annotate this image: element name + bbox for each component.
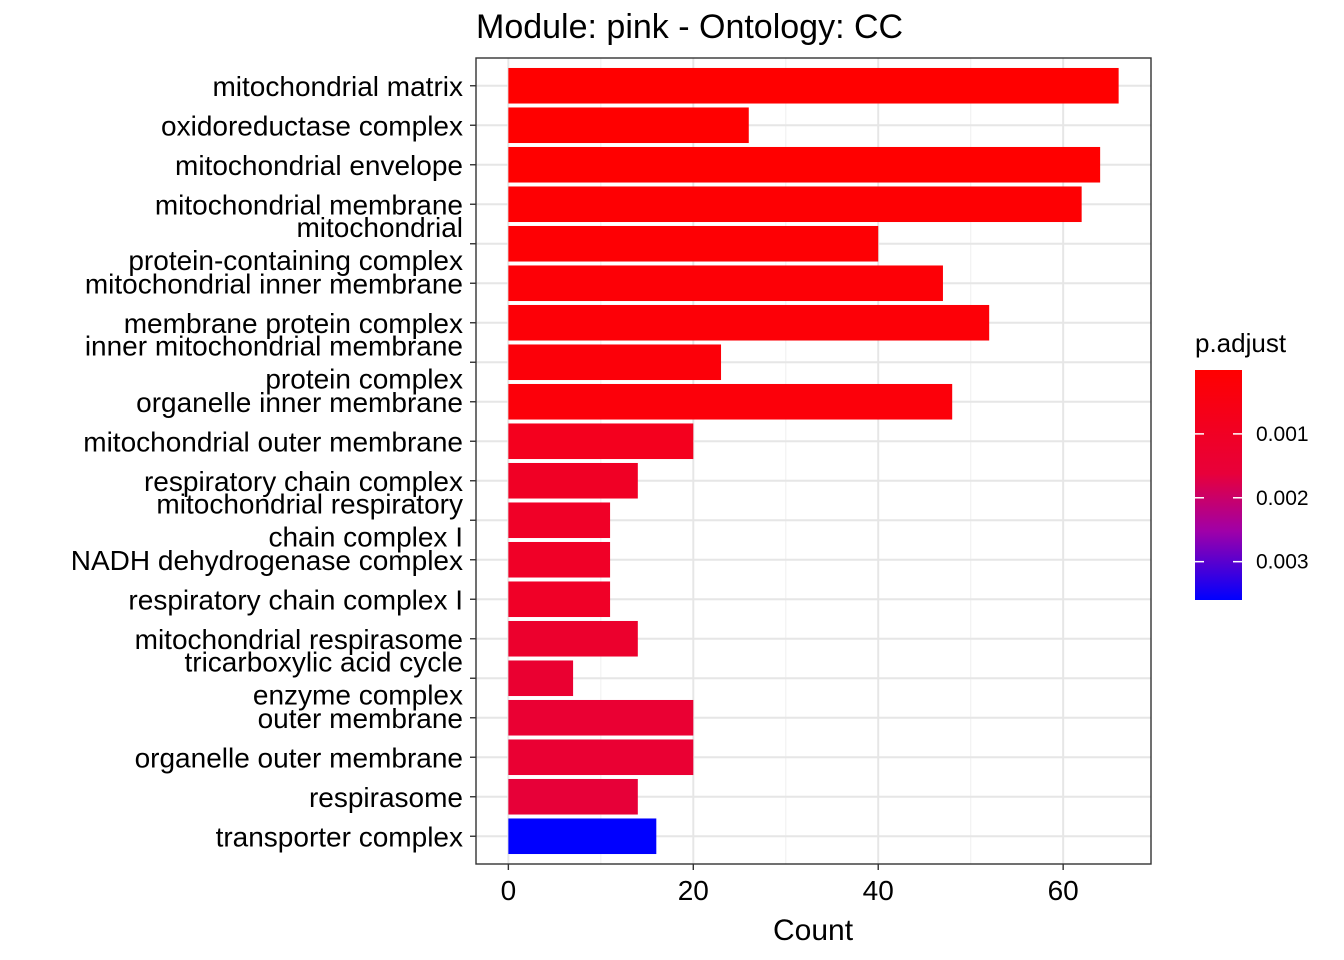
x-axis-title: Count [773,914,854,947]
bar [508,620,638,657]
category-label: mitochondrial respiratory chain complex I [156,488,463,552]
bar [508,225,879,262]
category-label-line: protein-containing complex [128,245,463,276]
bar [508,146,1101,183]
category-label: transporter complex [216,821,463,852]
bar [508,502,611,539]
bar [508,462,638,499]
category-label: mitochondrial protein-containing complex [128,212,463,276]
bar [508,344,722,381]
legend-tick-label: 0.001 [1256,423,1309,446]
category-label: mitochondrial outer membrane [83,426,463,457]
category-label: mitochondrial envelope [175,150,463,181]
category-label-line: inner mitochondrial membrane [85,330,463,361]
category-label-line: enzyme complex [253,679,463,710]
category-label: organelle outer membrane [135,742,463,773]
chart-title: Module: pink - Ontology: CC [476,8,903,46]
legend-tick-label: 0.002 [1256,487,1309,510]
legend-tick-label: 0.003 [1256,551,1309,574]
bar [508,581,611,618]
legend: p.adjust 0.001 0.002 0.003 [1195,328,1309,600]
x-tick-label: 40 [863,875,894,906]
bar [508,778,638,815]
category-label: respiratory chain complex [144,466,463,497]
x-axis-ticks: 0 20 40 60 [501,864,1079,906]
bar [508,107,749,144]
bar [508,739,694,776]
y-axis-labels: mitochondrial matrix oxidoreductase compl… [71,71,463,853]
bar [508,265,943,302]
bar [508,186,1082,223]
category-label-line: tricarboxylic acid cycle [184,646,463,677]
category-label: tricarboxylic acid cycle enzyme complex [184,646,463,710]
category-label: NADH dehydrogenase complex [71,545,463,576]
legend-ticks: 0.001 0.002 0.003 [1195,423,1309,574]
category-label: mitochondrial inner membrane [85,268,463,299]
bars [508,67,1119,855]
category-label: mitochondrial membrane [155,189,463,220]
x-tick-label: 60 [1048,875,1079,906]
category-label: organelle inner membrane [136,387,463,418]
bar [508,818,657,855]
category-label-line: chain complex I [268,521,463,552]
bar [508,423,694,460]
y-axis-ticks [470,85,476,837]
bar [508,660,574,697]
x-tick-label: 0 [501,875,517,906]
category-label: outer membrane [258,703,463,734]
bar [508,67,1119,104]
category-label-line: mitochondrial respiratory [156,488,463,519]
bar [508,699,694,736]
category-label: membrane protein complex [124,308,463,339]
legend-title: p.adjust [1195,328,1287,358]
category-label: oxidoreductase complex [161,110,463,141]
x-tick-label: 20 [678,875,709,906]
category-label: mitochondrial respirasome [135,624,463,655]
category-label-line: mitochondrial [296,212,463,243]
plot-border [475,57,1152,865]
legend-colorbar [1195,370,1242,600]
bar [508,383,953,420]
category-label: inner mitochondrial membrane protein comp… [85,330,463,394]
category-label-line: protein complex [265,363,463,394]
category-label: respirasome [309,782,463,813]
category-label: respiratory chain complex I [128,584,463,615]
category-label: mitochondrial matrix [212,71,463,102]
bar [508,304,990,341]
bar [508,541,611,578]
